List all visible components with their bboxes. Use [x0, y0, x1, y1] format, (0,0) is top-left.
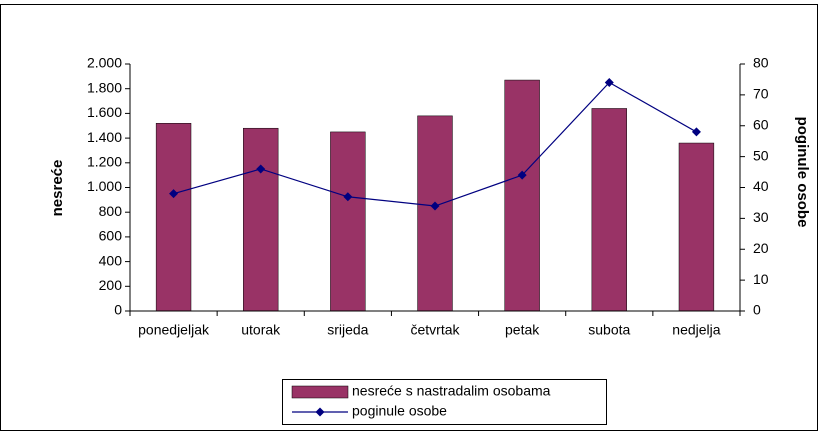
y-tick-label: 1.200	[87, 154, 122, 170]
bar	[417, 115, 453, 312]
bar	[243, 127, 279, 312]
bar	[330, 131, 366, 312]
y2-tick-label: 70	[753, 86, 769, 102]
x-tick-label: subota	[588, 322, 630, 338]
x-tick-label: četvrtak	[410, 322, 460, 338]
marker	[256, 164, 266, 174]
bar	[678, 142, 715, 312]
x-tick-label: utorak	[241, 322, 281, 338]
bar	[591, 108, 627, 312]
legend-swatch	[291, 385, 349, 399]
marker	[517, 170, 527, 180]
y-tick-label: 200	[99, 277, 123, 293]
y2-tick-label: 20	[753, 240, 769, 256]
marker	[343, 192, 353, 202]
y-tick-label: 1.000	[87, 178, 122, 194]
bar	[155, 123, 192, 312]
legend-label: nesreće s nastradalim osobama	[352, 383, 551, 399]
marker	[604, 78, 614, 88]
y-tick-label: 1.400	[87, 129, 122, 145]
marker	[691, 127, 701, 137]
y2-tick-label: 60	[753, 116, 769, 132]
y2-tick-label: 10	[753, 271, 769, 287]
y2-tick-label: 30	[753, 209, 769, 225]
legend-label: poginule osobe	[352, 403, 447, 419]
y2-tick-label: 80	[753, 55, 769, 71]
y-tick-label: 400	[99, 252, 123, 268]
marker	[169, 189, 179, 199]
y-tick-label: 1.600	[87, 104, 122, 120]
legend-marker	[315, 407, 325, 417]
y-axis-title: nesreće	[49, 160, 66, 217]
x-tick-label: petak	[505, 322, 540, 338]
bar	[504, 79, 540, 312]
x-tick-label: nedjelja	[672, 322, 720, 338]
y-tick-label: 800	[99, 203, 123, 219]
y-tick-label: 0	[114, 302, 122, 318]
y-tick-label: 2.000	[87, 55, 122, 71]
x-tick-label: ponedjeljak	[138, 322, 210, 338]
x-tick-label: srijeda	[327, 322, 368, 338]
y-tick-label: 600	[99, 228, 123, 244]
y-tick-label: 1.800	[87, 79, 122, 95]
y2-tick-label: 50	[753, 147, 769, 163]
marker	[430, 201, 440, 211]
y2-tick-label: 40	[753, 178, 769, 194]
y2-tick-label: 0	[753, 302, 761, 318]
y2-axis-title: poginule osobe	[794, 117, 811, 228]
